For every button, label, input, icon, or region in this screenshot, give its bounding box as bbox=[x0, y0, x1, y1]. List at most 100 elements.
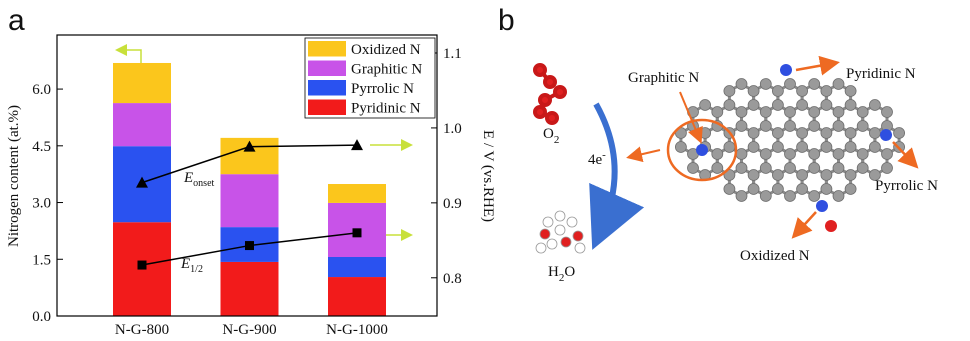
carbon-atom bbox=[772, 85, 784, 97]
carbon-atom bbox=[869, 99, 881, 111]
carbon-atom bbox=[832, 120, 845, 132]
x-tick-label: N-G-800 bbox=[115, 322, 169, 338]
h2o-molecules bbox=[535, 210, 586, 254]
legend-label: Pyridinic N bbox=[351, 101, 421, 117]
h2o-label: H2O bbox=[548, 264, 575, 284]
carbon-atom bbox=[856, 148, 869, 160]
pointer bbox=[679, 91, 703, 144]
carbon-atom bbox=[784, 162, 796, 174]
carbon-atom bbox=[723, 99, 736, 111]
legend-label: Pyrrolic N bbox=[351, 81, 414, 97]
series-annotation: E1/2 bbox=[180, 256, 203, 275]
panel-label: a bbox=[8, 4, 25, 37]
carbon-atom bbox=[808, 78, 821, 90]
carbon-atom bbox=[747, 85, 760, 97]
y2-tick-label: 1.0 bbox=[443, 121, 462, 137]
o-atom bbox=[825, 220, 837, 232]
bar-segment bbox=[328, 277, 386, 316]
carbon-atom bbox=[881, 148, 893, 160]
x-tick-label: N-G-900 bbox=[222, 322, 276, 338]
carbon-atom bbox=[856, 120, 869, 132]
bar-segment bbox=[220, 174, 279, 228]
marker bbox=[243, 140, 256, 152]
text: E bbox=[183, 170, 193, 186]
n-atom bbox=[696, 144, 708, 156]
bar-segment bbox=[328, 257, 386, 278]
carbon-atom bbox=[772, 169, 784, 181]
text: E bbox=[180, 256, 190, 272]
carbon-atom bbox=[723, 141, 736, 153]
y2-tick-label: 1.1 bbox=[443, 46, 462, 62]
carbon-atom bbox=[820, 169, 833, 181]
carbon-atom bbox=[699, 127, 711, 139]
carbon-atom bbox=[844, 169, 857, 181]
bar-segment bbox=[328, 184, 386, 203]
marker bbox=[136, 176, 148, 188]
carbon-atom bbox=[772, 127, 784, 139]
carbon-atom bbox=[881, 162, 893, 174]
n-atom bbox=[780, 64, 792, 76]
pointer bbox=[795, 55, 840, 76]
carbon-atom bbox=[784, 78, 796, 90]
carbon-atom bbox=[820, 85, 833, 97]
pointer bbox=[791, 211, 817, 239]
carbon-atom bbox=[844, 183, 857, 195]
reaction-arrow bbox=[589, 102, 645, 250]
carbon-atom bbox=[844, 127, 857, 139]
chart-a: a Nitrogen content (at.%) E / V (vs.RHE)… bbox=[6, 4, 496, 338]
carbon-atom bbox=[856, 106, 869, 118]
marker bbox=[352, 228, 362, 238]
y2-tick-label: 0.9 bbox=[443, 196, 462, 212]
legend-label: Oxidized N bbox=[351, 42, 421, 58]
diagram-b: b O2 H2O 4e- Graphitic N P bbox=[498, 4, 938, 284]
carbon-atom bbox=[796, 85, 808, 97]
carbon-atom bbox=[808, 120, 821, 132]
carbon-atom bbox=[881, 106, 893, 118]
carbon-atom bbox=[856, 162, 869, 174]
highlight-circle bbox=[666, 118, 738, 182]
bar-segment bbox=[220, 261, 279, 316]
legend-label: Graphitic N bbox=[351, 62, 422, 78]
carbon-atom bbox=[759, 106, 772, 118]
carbon-atom bbox=[772, 183, 784, 195]
legend-swatch bbox=[308, 60, 346, 76]
carbon-atom bbox=[784, 148, 796, 160]
marker bbox=[351, 139, 363, 151]
carbon-atom bbox=[796, 183, 808, 195]
o2-label: O2 bbox=[543, 126, 559, 146]
carbon-atom bbox=[832, 106, 845, 118]
carbon-atom bbox=[735, 162, 748, 174]
pointer bbox=[892, 141, 919, 169]
y-tick-label: 3.0 bbox=[32, 196, 51, 212]
axis-arrow bbox=[115, 44, 142, 64]
carbon-atom bbox=[675, 141, 687, 153]
carbon-atom bbox=[772, 141, 784, 153]
text: - bbox=[602, 149, 606, 161]
o2-molecules bbox=[533, 63, 567, 125]
carbon-atom bbox=[820, 99, 833, 111]
electrons-label: 4e- bbox=[588, 149, 606, 168]
carbon-atom bbox=[832, 148, 845, 160]
carbon-atom bbox=[784, 120, 796, 132]
carbon-atom bbox=[844, 141, 857, 153]
carbon-atom bbox=[723, 85, 736, 97]
carbon-atom bbox=[759, 148, 772, 160]
label-graphitic: Graphitic N bbox=[628, 70, 699, 86]
text: 1/2 bbox=[190, 264, 203, 275]
legend-swatch bbox=[308, 41, 346, 57]
bar-segment bbox=[113, 62, 171, 104]
x-tick-label: N-G-1000 bbox=[326, 322, 388, 338]
n-atom bbox=[880, 129, 892, 141]
y2-tick-label: 0.8 bbox=[443, 271, 462, 287]
marker bbox=[245, 241, 254, 251]
y-tick-label: 4.5 bbox=[32, 139, 51, 155]
text: onset bbox=[193, 178, 214, 189]
carbon-atom bbox=[735, 78, 748, 90]
carbon-atom bbox=[735, 106, 748, 118]
carbon-atom bbox=[808, 162, 821, 174]
carbon-atom bbox=[735, 190, 748, 202]
label-pyrrolic: Pyrrolic N bbox=[875, 178, 938, 194]
carbon-atom bbox=[893, 127, 905, 139]
y-tick-label: 0.0 bbox=[32, 309, 51, 325]
